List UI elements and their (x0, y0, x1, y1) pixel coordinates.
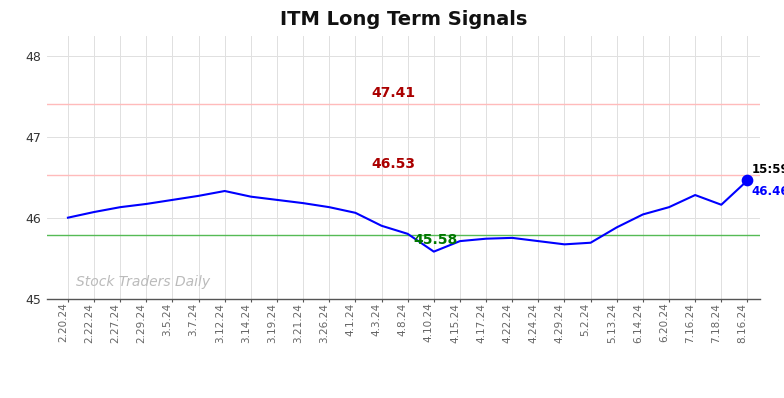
Text: 15:59: 15:59 (751, 163, 784, 176)
Text: 46.53: 46.53 (372, 157, 416, 171)
Point (741, 178, 753, 184)
Text: 45.58: 45.58 (413, 233, 457, 247)
Title: ITM Long Term Signals: ITM Long Term Signals (280, 10, 528, 29)
Text: Stock Traders Daily: Stock Traders Daily (76, 275, 210, 289)
Text: 47.41: 47.41 (372, 86, 416, 100)
Text: 46.46: 46.46 (751, 185, 784, 198)
